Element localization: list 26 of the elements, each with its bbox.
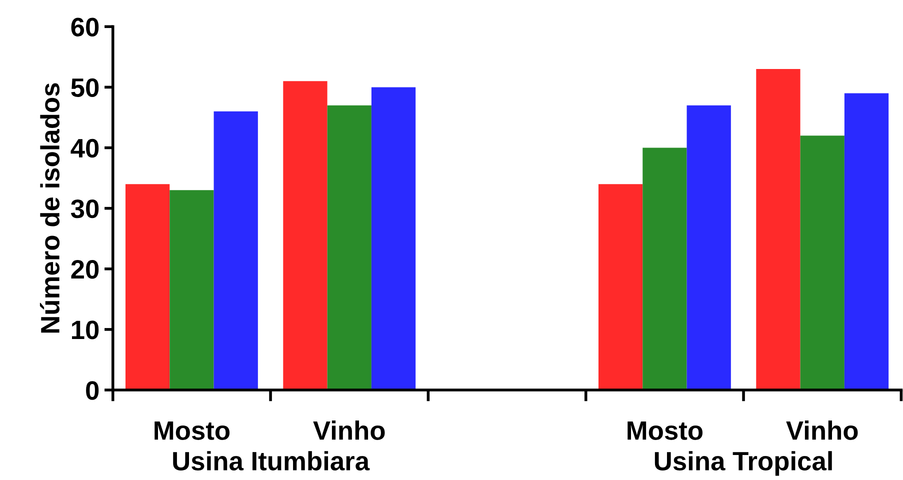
text: Usina Tropical (654, 451, 832, 476)
bar (598, 184, 643, 390)
x-tick-label: Vinho (786, 420, 858, 440)
bar (125, 184, 170, 390)
bar (686, 105, 731, 390)
bar (844, 93, 889, 390)
x-tick-label: Vinho (313, 420, 385, 440)
bar (642, 148, 687, 390)
y-tick-label: 0 (86, 381, 99, 400)
y-tick-label: 60 (71, 18, 99, 36)
y-tick-label: 50 (71, 78, 99, 98)
y-tick-label: 20 (71, 260, 99, 279)
y-axis-title: Número de isolados (40, 83, 60, 333)
bar (170, 190, 214, 390)
bar (800, 136, 844, 390)
y-tick-label: 40 (70, 138, 99, 158)
bar (214, 111, 258, 390)
text: Usina Itumbiara (173, 451, 370, 470)
y-tick-label: 30 (70, 199, 99, 218)
bar (371, 87, 416, 390)
x-tick-label: Mosto (628, 422, 703, 440)
x-tick-label: Mosto (154, 422, 230, 440)
y-tick-label: 10 (72, 320, 99, 340)
bar (756, 69, 800, 390)
bar (327, 105, 372, 390)
bar (283, 81, 328, 390)
